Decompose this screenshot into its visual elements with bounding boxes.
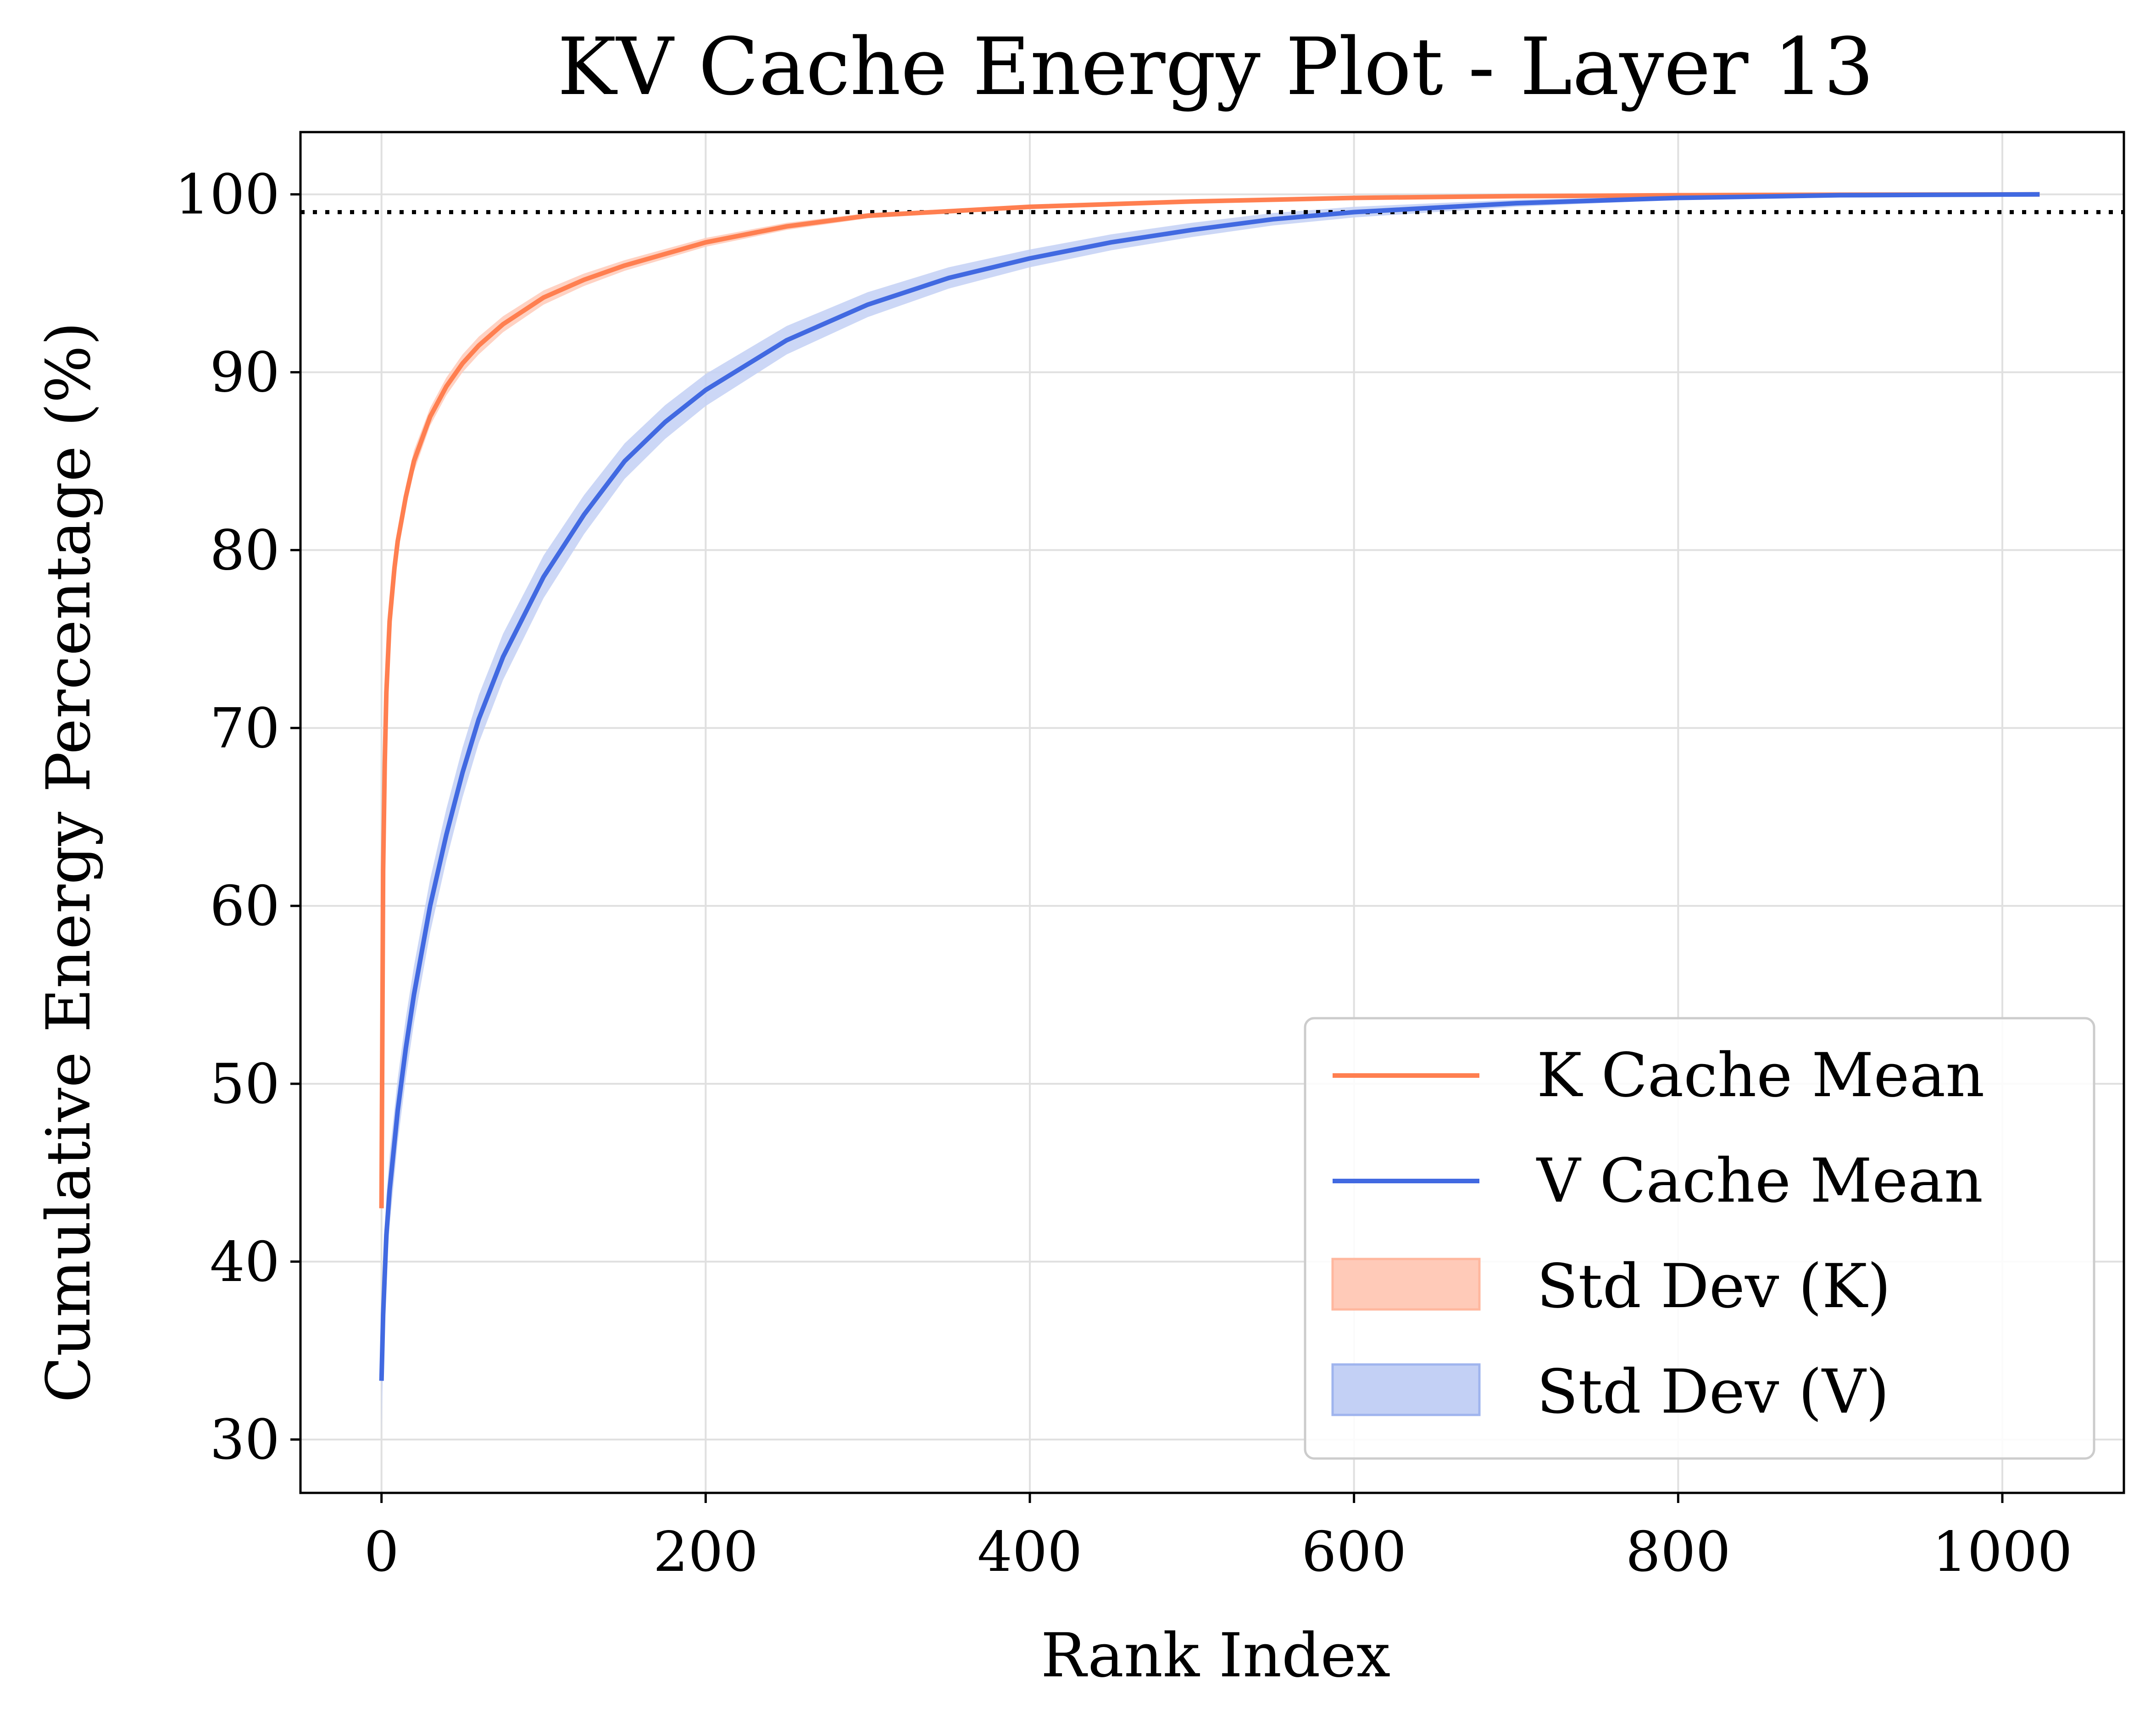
v-cache-mean-line <box>379 192 2040 1381</box>
y-tick-label: 30 <box>210 1408 280 1472</box>
x-tick-label: 400 <box>977 1520 1082 1584</box>
y-axis-label: Cumulative Energy Percentage (%) <box>33 322 104 1403</box>
legend-v-label: V Cache Mean <box>1536 1146 1983 1216</box>
k-cache-mean-line <box>379 192 2040 1209</box>
legend-v-std-label: Std Dev (V) <box>1537 1357 1889 1427</box>
legend-box <box>1304 1017 2095 1460</box>
chart-title: KV Cache Energy Plot - Layer 13 <box>557 21 1874 113</box>
y-tick-label: 70 <box>210 697 280 760</box>
legend-k-std-label: Std Dev (K) <box>1537 1251 1891 1322</box>
legend-k-label: K Cache Mean <box>1537 1040 1984 1111</box>
y-tick-label: 90 <box>210 341 280 405</box>
x-tick-label: 200 <box>653 1520 758 1584</box>
y-tick-label: 40 <box>210 1231 280 1294</box>
x-tick-label: 0 <box>364 1520 399 1584</box>
y-tick-label: 60 <box>210 875 280 938</box>
x-tick-label: 800 <box>1626 1520 1731 1584</box>
legend-k-std-swatch <box>1331 1258 1481 1311</box>
y-tick-label: 80 <box>210 519 280 582</box>
y-ticks: 30 40 50 60 70 80 90 100 <box>175 163 300 1472</box>
plot-frame <box>299 131 2125 1494</box>
legend-v-std-swatch <box>1331 1363 1481 1416</box>
x-ticks: 0 200 400 600 800 1000 <box>364 1493 2073 1584</box>
x-tick-label: 1000 <box>1932 1520 2072 1584</box>
series-lines <box>379 192 2040 1381</box>
y-tick-label: 50 <box>210 1053 280 1116</box>
legend: K Cache Mean V Cache Mean Std Dev (K) St… <box>1304 1017 2095 1460</box>
x-axis-label: Rank Index <box>1041 1620 1390 1691</box>
x-tick-label: 600 <box>1301 1520 1406 1584</box>
y-tick-label: 100 <box>175 163 280 227</box>
